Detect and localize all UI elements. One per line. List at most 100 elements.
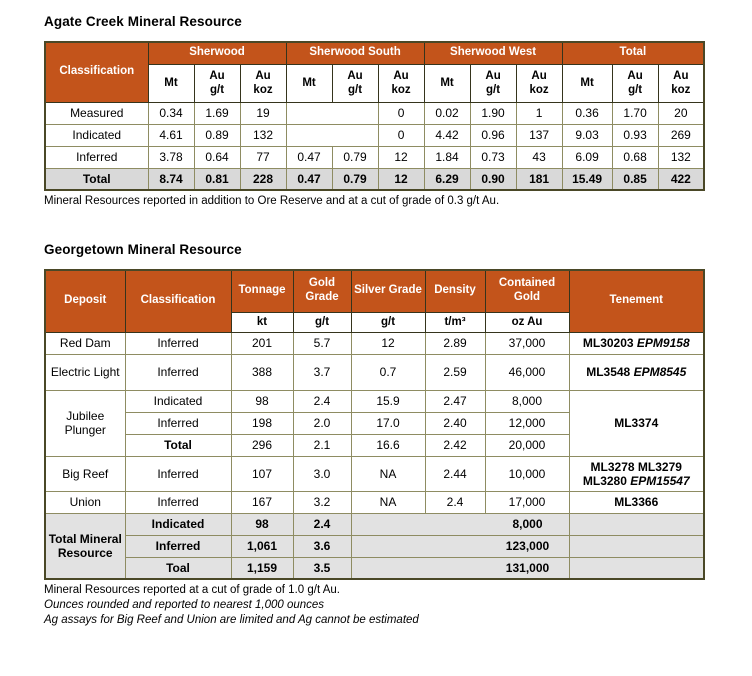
cell: 132 — [239, 123, 287, 147]
cell: 2.42 — [424, 433, 486, 457]
cell: 12,000 — [484, 411, 570, 435]
tenement-cell-empty — [568, 512, 705, 536]
cell: Indicated — [124, 512, 232, 536]
cell: 296 — [230, 433, 294, 457]
tenement-cell: ML3374 — [568, 389, 705, 457]
cell: 388 — [230, 353, 294, 391]
tenement-ml: ML3278 ML3279 — [590, 459, 682, 474]
cell: 0.64 — [193, 145, 241, 169]
cell: 1.70 — [611, 101, 659, 125]
cell: 0.79 — [331, 145, 379, 169]
tenement-ml: ML3366 — [614, 495, 659, 509]
cell: 1 — [515, 101, 563, 125]
geo-header-gold-grade: Gold Grade — [292, 269, 352, 313]
geo-header-contained-gold: Contained Gold — [484, 269, 570, 313]
cell: 17,000 — [484, 490, 570, 514]
agate-group-header-row: Classification Sherwood Sherwood South S… — [44, 41, 705, 103]
cell: 8.74 — [147, 167, 195, 191]
geo-header-silver-grade: Silver Grade — [350, 269, 426, 313]
cell: 3.0 — [292, 455, 352, 492]
unit-mt: Mt — [423, 63, 471, 103]
cell: 4.61 — [147, 123, 195, 147]
tenement-epm: EPM8545 — [633, 365, 687, 379]
geo-footnote-3: Ag assays for Big Reef and Union are lim… — [44, 614, 419, 626]
cell: 1,159 — [230, 556, 294, 580]
cell: Inferred — [124, 490, 232, 514]
geo-row-red-dam: Red Dam Inferred 201 5.7 12 2.89 37,000 … — [44, 331, 705, 355]
row-label: Indicated — [44, 123, 149, 147]
cell: 422 — [657, 167, 705, 191]
cell: 0.93 — [611, 123, 659, 147]
cell: 37,000 — [484, 331, 570, 355]
tenement-cell: ML3278 ML3279 ML3280 EPM15547 — [568, 455, 705, 492]
tenement-ml: ML3548 — [586, 365, 631, 379]
cell: 0.47 — [285, 145, 333, 169]
unit-au-gt: Au g/t — [331, 63, 379, 103]
deposit-cell: Electric Light — [44, 353, 126, 391]
geo-footnote-1: Mineral Resources reported at a cut of g… — [44, 584, 340, 596]
agate-unit-header-row: Mt Au g/t Au koz Mt Au g/t Au koz Mt Au … — [45, 63, 705, 103]
unit-au-koz: Au koz — [377, 63, 425, 103]
geo-row-jubilee-indicated: Jubilee Plunger Indicated 98 2.4 15.9 2.… — [44, 389, 705, 457]
cell: 0.79 — [331, 167, 379, 191]
row-label: Total — [44, 167, 149, 191]
cell: Inferred — [124, 411, 232, 435]
cell: 2.4 — [292, 389, 352, 413]
cell: 198 — [230, 411, 294, 435]
cell: 107 — [230, 455, 294, 492]
tenement-line-2: ML3280 EPM15547 — [572, 474, 702, 488]
tenement-cell: ML3548 EPM8545 — [568, 353, 705, 391]
agate-header-classification: Classification — [44, 41, 149, 103]
unit-au-gt: Au g/t — [611, 63, 659, 103]
cell: NA — [350, 455, 426, 492]
geo-footnote-2: Ounces rounded and reported to nearest 1… — [44, 599, 325, 611]
tenement-cell-empty — [568, 556, 705, 580]
cell: 46,000 — [484, 353, 570, 391]
report-page: Agate Creek Mineral Resource Classificat… — [44, 14, 706, 626]
cell: 17.0 — [350, 411, 426, 435]
contained-gold-value: 131,000 — [505, 560, 550, 575]
tenement-cell: ML30203 EPM9158 — [568, 331, 705, 355]
geo-header-deposit: Deposit — [44, 269, 126, 333]
tenement-ml: ML30203 — [582, 336, 634, 350]
agate-table: Classification Sherwood Sherwood South S… — [44, 41, 706, 191]
cell: 12 — [350, 331, 426, 355]
tenement-epm: EPM9158 — [636, 336, 690, 350]
cell: 132 — [657, 145, 705, 169]
cell: Inferred — [124, 353, 232, 391]
cell: 0 — [377, 101, 425, 125]
cell: 3.7 — [292, 353, 352, 391]
cell: 0.89 — [193, 123, 241, 147]
agate-header-total: Total — [561, 41, 705, 65]
geo-header-classification: Classification — [124, 269, 232, 333]
geo-header-row: Deposit Classification Tonnage Gold Grad… — [44, 269, 705, 333]
cell: 2.47 — [424, 389, 486, 413]
cell: 8,000 — [484, 389, 570, 413]
cell: 98 — [230, 389, 294, 413]
cell: Total — [124, 433, 232, 457]
agate-row-total: Total 8.74 0.81 228 0.47 0.79 12 6.29 0.… — [44, 167, 705, 191]
cell: 0.73 — [469, 145, 517, 169]
cell: 201 — [230, 331, 294, 355]
cell: Inferred — [124, 534, 232, 558]
tenement-ml: ML3374 — [614, 416, 659, 430]
geo-row-total-indicated: Total Mineral Resource Indicated 98 2.4 … — [44, 512, 705, 580]
cell: 9.03 — [561, 123, 613, 147]
unit-oz-au: oz Au — [484, 311, 570, 333]
agate-row-inferred: Inferred 3.78 0.64 77 0.47 0.79 12 1.84 … — [44, 145, 705, 169]
unit-gt: g/t — [292, 311, 352, 333]
cell: 1.84 — [423, 145, 471, 169]
tenement-ml: ML3280 — [582, 473, 627, 488]
cell: 0 — [377, 123, 425, 147]
cell: 0.34 — [147, 101, 195, 125]
unit-mt: Mt — [285, 63, 333, 103]
agate-footnote: Mineral Resources reported in addition t… — [44, 195, 500, 207]
agate-header-sherwood: Sherwood — [147, 41, 287, 65]
cell: 2.1 — [292, 433, 352, 457]
agate-row-measured: Measured 0.34 1.69 19 0 0.02 1.90 1 0.36… — [44, 101, 705, 125]
cell: 2.4 — [424, 490, 486, 514]
cell: 6.29 — [423, 167, 471, 191]
cell: 98 — [230, 512, 294, 536]
cell: 181 — [515, 167, 563, 191]
geo-row-big-reef: Big Reef Inferred 107 3.0 NA 2.44 10,000… — [44, 455, 705, 492]
